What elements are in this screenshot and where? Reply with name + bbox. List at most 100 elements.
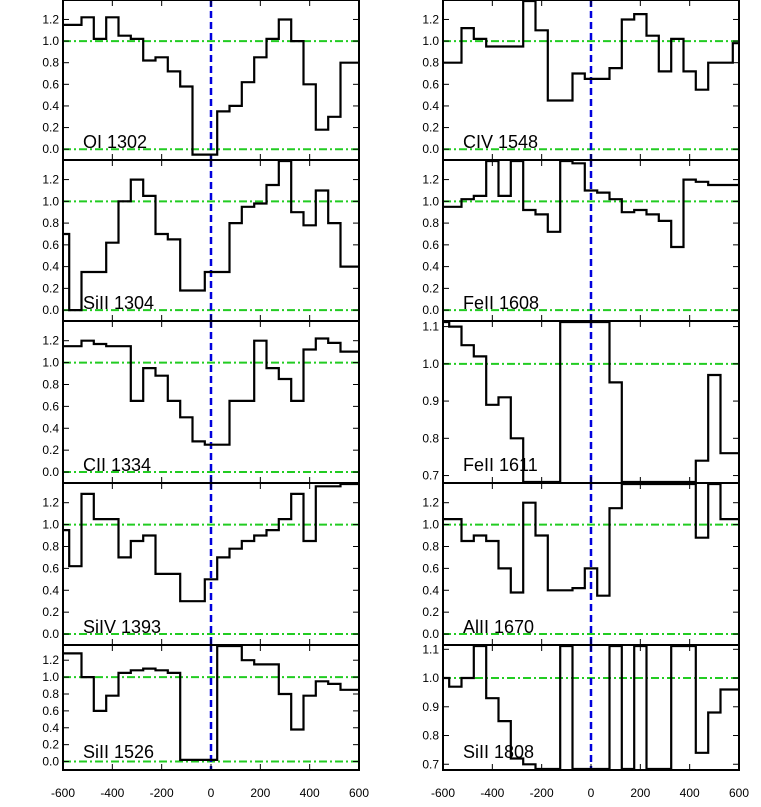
- spectrum-line: [63, 16, 359, 156]
- spectrum-line: [63, 645, 359, 761]
- panel-4: 0.0 0.2 0.4 0.6 0.8 1.0 1.2 SiII 1526: [42, 644, 360, 771]
- y-tick-label: 0.4: [422, 99, 439, 113]
- y-tick-label: 0.8: [42, 539, 59, 553]
- x-tick-label: -400: [480, 786, 504, 800]
- y-tick-label: 0.6: [42, 238, 59, 252]
- y-tick-label: 0.2: [42, 605, 59, 619]
- y-tick-label: 0.0: [422, 142, 439, 156]
- spectrum-line: [63, 483, 359, 603]
- y-tick-label: 1.2: [42, 653, 59, 667]
- spectrum-line: [443, 0, 739, 102]
- x-tick-label: -200: [150, 786, 174, 800]
- y-tick-label: 1.0: [422, 518, 439, 532]
- panel-3: 0.0 0.2 0.4 0.6 0.8 1.0 1.2 SiIV 1393: [42, 482, 360, 646]
- y-tick-label: 0.4: [42, 421, 59, 435]
- y-tick-label: 0.9: [422, 394, 439, 408]
- y-tick-label: 0.8: [42, 56, 59, 70]
- panel-6: 0.0 0.2 0.4 0.6 0.8 1.0 1.2 FeII 1608: [422, 159, 740, 322]
- x-tick-label: 0: [588, 786, 595, 800]
- y-tick-label: 0.4: [42, 721, 59, 735]
- y-tick-label: 0.6: [422, 77, 439, 91]
- y-tick-label: 1.0: [42, 34, 59, 48]
- y-tick-label: 0.0: [422, 303, 439, 317]
- panel-label: FeII 1611: [463, 455, 538, 475]
- y-tick-label: 1.2: [422, 173, 439, 187]
- x-tick-label: -600: [51, 786, 75, 800]
- y-tick-label: 0.2: [422, 121, 439, 135]
- y-tick-label: 0.6: [422, 561, 439, 575]
- y-tick-label: 1.2: [42, 173, 59, 187]
- y-tick-label: 1.0: [42, 356, 59, 370]
- panel-7: 0.7 0.8 0.9 1.0 1.1 FeII 1611: [422, 320, 740, 484]
- x-tick-label: 400: [680, 786, 700, 800]
- panel-9: 0.7 0.8 0.9 1.0 1.1 SiII 1808: [422, 642, 740, 771]
- panel-label: AlII 1670: [463, 617, 534, 637]
- y-tick-label: 0.8: [422, 431, 439, 445]
- y-tick-label: 0.0: [42, 755, 59, 769]
- y-tick-label: 0.2: [42, 121, 59, 135]
- x-tick-label: 600: [729, 786, 749, 800]
- panel-1: 0.0 0.2 0.4 0.6 0.8 1.0 1.2 SiII 1304: [42, 159, 360, 322]
- y-tick-label: 1.0: [42, 670, 59, 684]
- y-tick-label: 0.4: [42, 99, 59, 113]
- spectrum-line: [63, 337, 359, 446]
- y-tick-label: 0.6: [42, 399, 59, 413]
- y-tick-label: 1.0: [422, 194, 439, 208]
- y-tick-label: 0.0: [422, 627, 439, 641]
- panel-label: OI 1302: [83, 132, 147, 152]
- y-tick-label: 0.0: [42, 465, 59, 479]
- y-tick-label: 1.0: [42, 518, 59, 532]
- y-tick-label: 0.8: [42, 687, 59, 701]
- y-tick-label: 0.2: [422, 281, 439, 295]
- y-tick-label: 1.2: [42, 496, 59, 510]
- y-tick-label: 0.2: [42, 738, 59, 752]
- y-tick-label: 0.4: [422, 583, 439, 597]
- panel-label: FeII 1608: [463, 293, 539, 313]
- y-tick-label: 0.8: [42, 377, 59, 391]
- y-tick-label: 0.4: [42, 583, 59, 597]
- y-tick-label: 0.8: [422, 539, 439, 553]
- panel-label: CIV 1548: [463, 132, 538, 152]
- x-tick-label: -200: [530, 786, 554, 800]
- spectrum-line: [63, 160, 359, 312]
- panel-label: SiII 1304: [83, 293, 154, 313]
- x-tick-label: 400: [300, 786, 320, 800]
- x-tick-label: 600: [349, 786, 369, 800]
- y-tick-label: 1.0: [42, 194, 59, 208]
- y-tick-label: 0.2: [42, 443, 59, 457]
- panel-label: SiIV 1393: [83, 617, 161, 637]
- y-tick-label: 0.8: [42, 216, 59, 230]
- y-tick-label: 1.0: [422, 357, 439, 371]
- panel-label: SiII 1808: [463, 742, 534, 762]
- y-tick-label: 0.8: [422, 729, 439, 743]
- x-tick-label: 0: [208, 786, 215, 800]
- panel-5: 0.0 0.2 0.4 0.6 0.8 1.0 1.2 CIV 1548: [422, 0, 740, 161]
- y-tick-label: 0.0: [42, 627, 59, 641]
- y-tick-label: 1.0: [422, 34, 439, 48]
- y-tick-label: 1.2: [422, 12, 439, 26]
- y-tick-label: 0.0: [42, 303, 59, 317]
- spectrum-line: [443, 483, 739, 597]
- y-tick-label: 1.2: [42, 12, 59, 26]
- panel-2: 0.0 0.2 0.4 0.6 0.8 1.0 1.2 CII 1334: [42, 320, 360, 484]
- panel-0: 0.0 0.2 0.4 0.6 0.8 1.0 1.2 OI 1302: [42, 0, 360, 161]
- y-tick-label: 0.4: [42, 260, 59, 274]
- y-tick-label: 0.9: [422, 700, 439, 714]
- y-tick-label: 0.8: [422, 216, 439, 230]
- panel-label: SiII 1526: [83, 742, 154, 762]
- y-tick-label: 0.6: [42, 77, 59, 91]
- y-tick-label: 0.2: [42, 281, 59, 295]
- y-tick-label: 1.0: [422, 671, 439, 685]
- y-tick-label: 0.4: [422, 260, 439, 274]
- x-tick-label: 200: [250, 786, 270, 800]
- y-tick-label: 1.1: [422, 642, 439, 656]
- x-tick-label: -600: [431, 786, 455, 800]
- y-tick-label: 0.7: [422, 757, 439, 771]
- y-tick-label: 0.7: [422, 469, 439, 483]
- y-tick-label: 0.6: [422, 238, 439, 252]
- y-tick-label: 1.2: [42, 334, 59, 348]
- y-tick-label: 0.6: [42, 704, 59, 718]
- y-tick-label: 0.6: [42, 561, 59, 575]
- panel-8: 0.0 0.2 0.4 0.6 0.8 1.0 1.2 AlII 1670: [422, 482, 740, 646]
- y-tick-label: 1.1: [422, 320, 439, 334]
